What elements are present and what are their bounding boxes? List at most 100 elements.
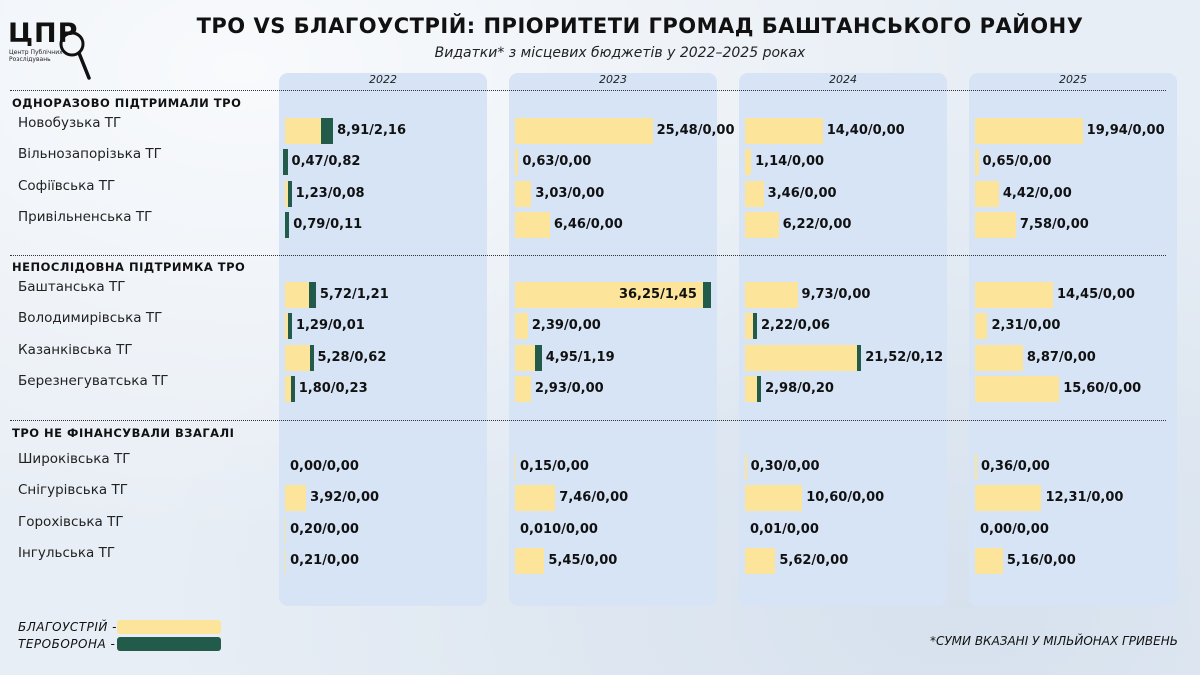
bar-teroborona [285,211,290,238]
data-label: 4,42/0,00 [1002,185,1072,201]
bar-blahoustrii [745,485,803,512]
bar-blahoustrii [975,375,1060,402]
year-label-2024: 2024 [829,73,857,86]
footnote: *СУМИ ВКАЗАНІ У МІЛЬЙОНАХ ГРИВЕНЬ [929,634,1178,648]
data-label: 25,48/0,00 [656,123,735,138]
community-label: Привільненська ТГ [18,208,153,225]
bar-blahoustrii [975,149,979,176]
bar-teroborona [702,282,711,308]
legend-swatch-blag [117,620,221,634]
data-label: 0,65/0,00 [982,154,1052,170]
legend-label-tro: ТЕРОБОРОНА - [18,637,116,651]
data-label: 3,03/0,00 [535,185,605,201]
bar-teroborona [287,180,292,207]
data-label: 0,01/0,00 [750,521,819,537]
chart-title: ТРО VS БЛАГОУСТРІЙ: ПРІОРИТЕТИ ГРОМАД БА… [196,14,1084,38]
data-label: 19,94/0,00 [1086,123,1165,138]
bar-blahoustrii [515,313,528,340]
data-label: 5,45/0,00 [548,552,618,568]
bar-blahoustrii [745,454,747,480]
community-label: Березнегуватська ТГ [18,372,169,389]
group-divider [10,90,1166,91]
data-label: 5,72/1,21 [319,287,389,302]
group-divider [10,420,1166,421]
community-label: Володимирівська ТГ [18,310,163,327]
data-label: 9,73/0,00 [801,287,871,302]
bar-teroborona [309,282,316,308]
bar-blahoustrii [975,547,1003,574]
year-column-2022 [279,73,487,606]
bar-blahoustrii [515,180,532,207]
data-label: 10,60/0,00 [806,490,885,506]
bar-blahoustrii [975,485,1042,512]
bar-blahoustrii [745,344,862,371]
bar-teroborona [321,118,334,144]
bar-blahoustrii [745,282,798,308]
bar-blahoustrii [745,313,757,340]
bar-blahoustrii [515,485,556,512]
year-column-2024 [739,73,947,606]
bar-teroborona [290,375,295,402]
bar-blahoustrii [285,485,307,512]
data-label: 15,60/0,00 [1063,380,1142,396]
data-label: 0,15/0,00 [520,459,589,474]
group-divider [10,255,1166,256]
bar-teroborona [287,313,292,340]
community-label: Казанківська ТГ [18,341,133,358]
data-label: 1,14/0,00 [755,154,825,170]
community-label: Софіївська ТГ [18,177,116,194]
year-column-2023 [509,73,717,606]
data-label: 12,31/0,00 [1045,490,1124,506]
data-label: 0,63/0,00 [522,154,592,170]
data-label: 3,92/0,00 [310,490,380,506]
group-label-1: ОДНОРАЗОВО ПІДТРИМАЛИ ТРО [12,96,242,110]
data-label: 0,79/0,11 [293,216,363,232]
data-label: 2,22/0,06 [760,318,830,334]
bar-blahoustrii [515,211,550,238]
bar-blahoustrii [975,282,1054,308]
year-label-2025: 2025 [1059,73,1087,86]
community-label: Широківська ТГ [18,451,131,467]
bar-blahoustrii [745,547,776,574]
data-label: 0,20/0,00 [290,521,359,537]
data-label: 14,40/0,00 [826,123,905,138]
community-label: Вільнозапорізька ТГ [18,146,162,163]
bar-blahoustrii [745,375,762,402]
bar-blahoustrii [515,454,516,480]
data-label: 8,87/0,00 [1026,349,1096,365]
data-label: 0,010/0,00 [520,521,598,537]
bar-blahoustrii [285,375,295,402]
bar-blahoustrii [515,375,531,402]
bar-teroborona [309,344,314,371]
data-label: 2,31/0,00 [991,318,1061,334]
group-label-2: НЕПОСЛІДОВНА ПІДТРИМКА ТРО [12,260,246,274]
data-label: 6,22/0,00 [782,216,852,232]
year-label-2022: 2022 [369,73,397,86]
bar-blahoustrii [975,344,1023,371]
data-label: 1,23/0,08 [295,185,365,201]
legend-swatch-tro [117,637,221,651]
data-label: 14,45/0,00 [1057,287,1135,302]
data-label: 0,00/0,00 [980,521,1049,537]
data-label: 1,80/0,23 [298,380,368,396]
data-label: 0,36/0,00 [980,459,1050,474]
data-label: 1,29/0,01 [295,318,365,334]
bar-teroborona [857,344,862,371]
data-label: 8,91/2,16 [337,123,407,138]
data-label: 7,46/0,00 [559,490,629,506]
community-label: Новобузька ТГ [18,115,122,131]
community-label: Горохівська ТГ [18,513,124,530]
bar-blahoustrii [975,454,977,480]
bar-blahoustrii [515,547,545,574]
data-label: 6,46/0,00 [553,216,623,232]
bar-blahoustrii [745,149,752,176]
legend-label-blag: БЛАГОУСТРІЙ - [18,620,118,634]
bar-blahoustrii [975,118,1083,144]
bar-blahoustrii [745,180,764,207]
bar-blahoustrii [285,516,287,543]
bar-blahoustrii [515,282,711,308]
year-label-2023: 2023 [599,73,627,86]
bar-blahoustrii [975,313,988,340]
data-label: 4,95/1,19 [545,349,615,365]
logo: ЦПР Центр Публічних Розслідувань [6,14,92,80]
